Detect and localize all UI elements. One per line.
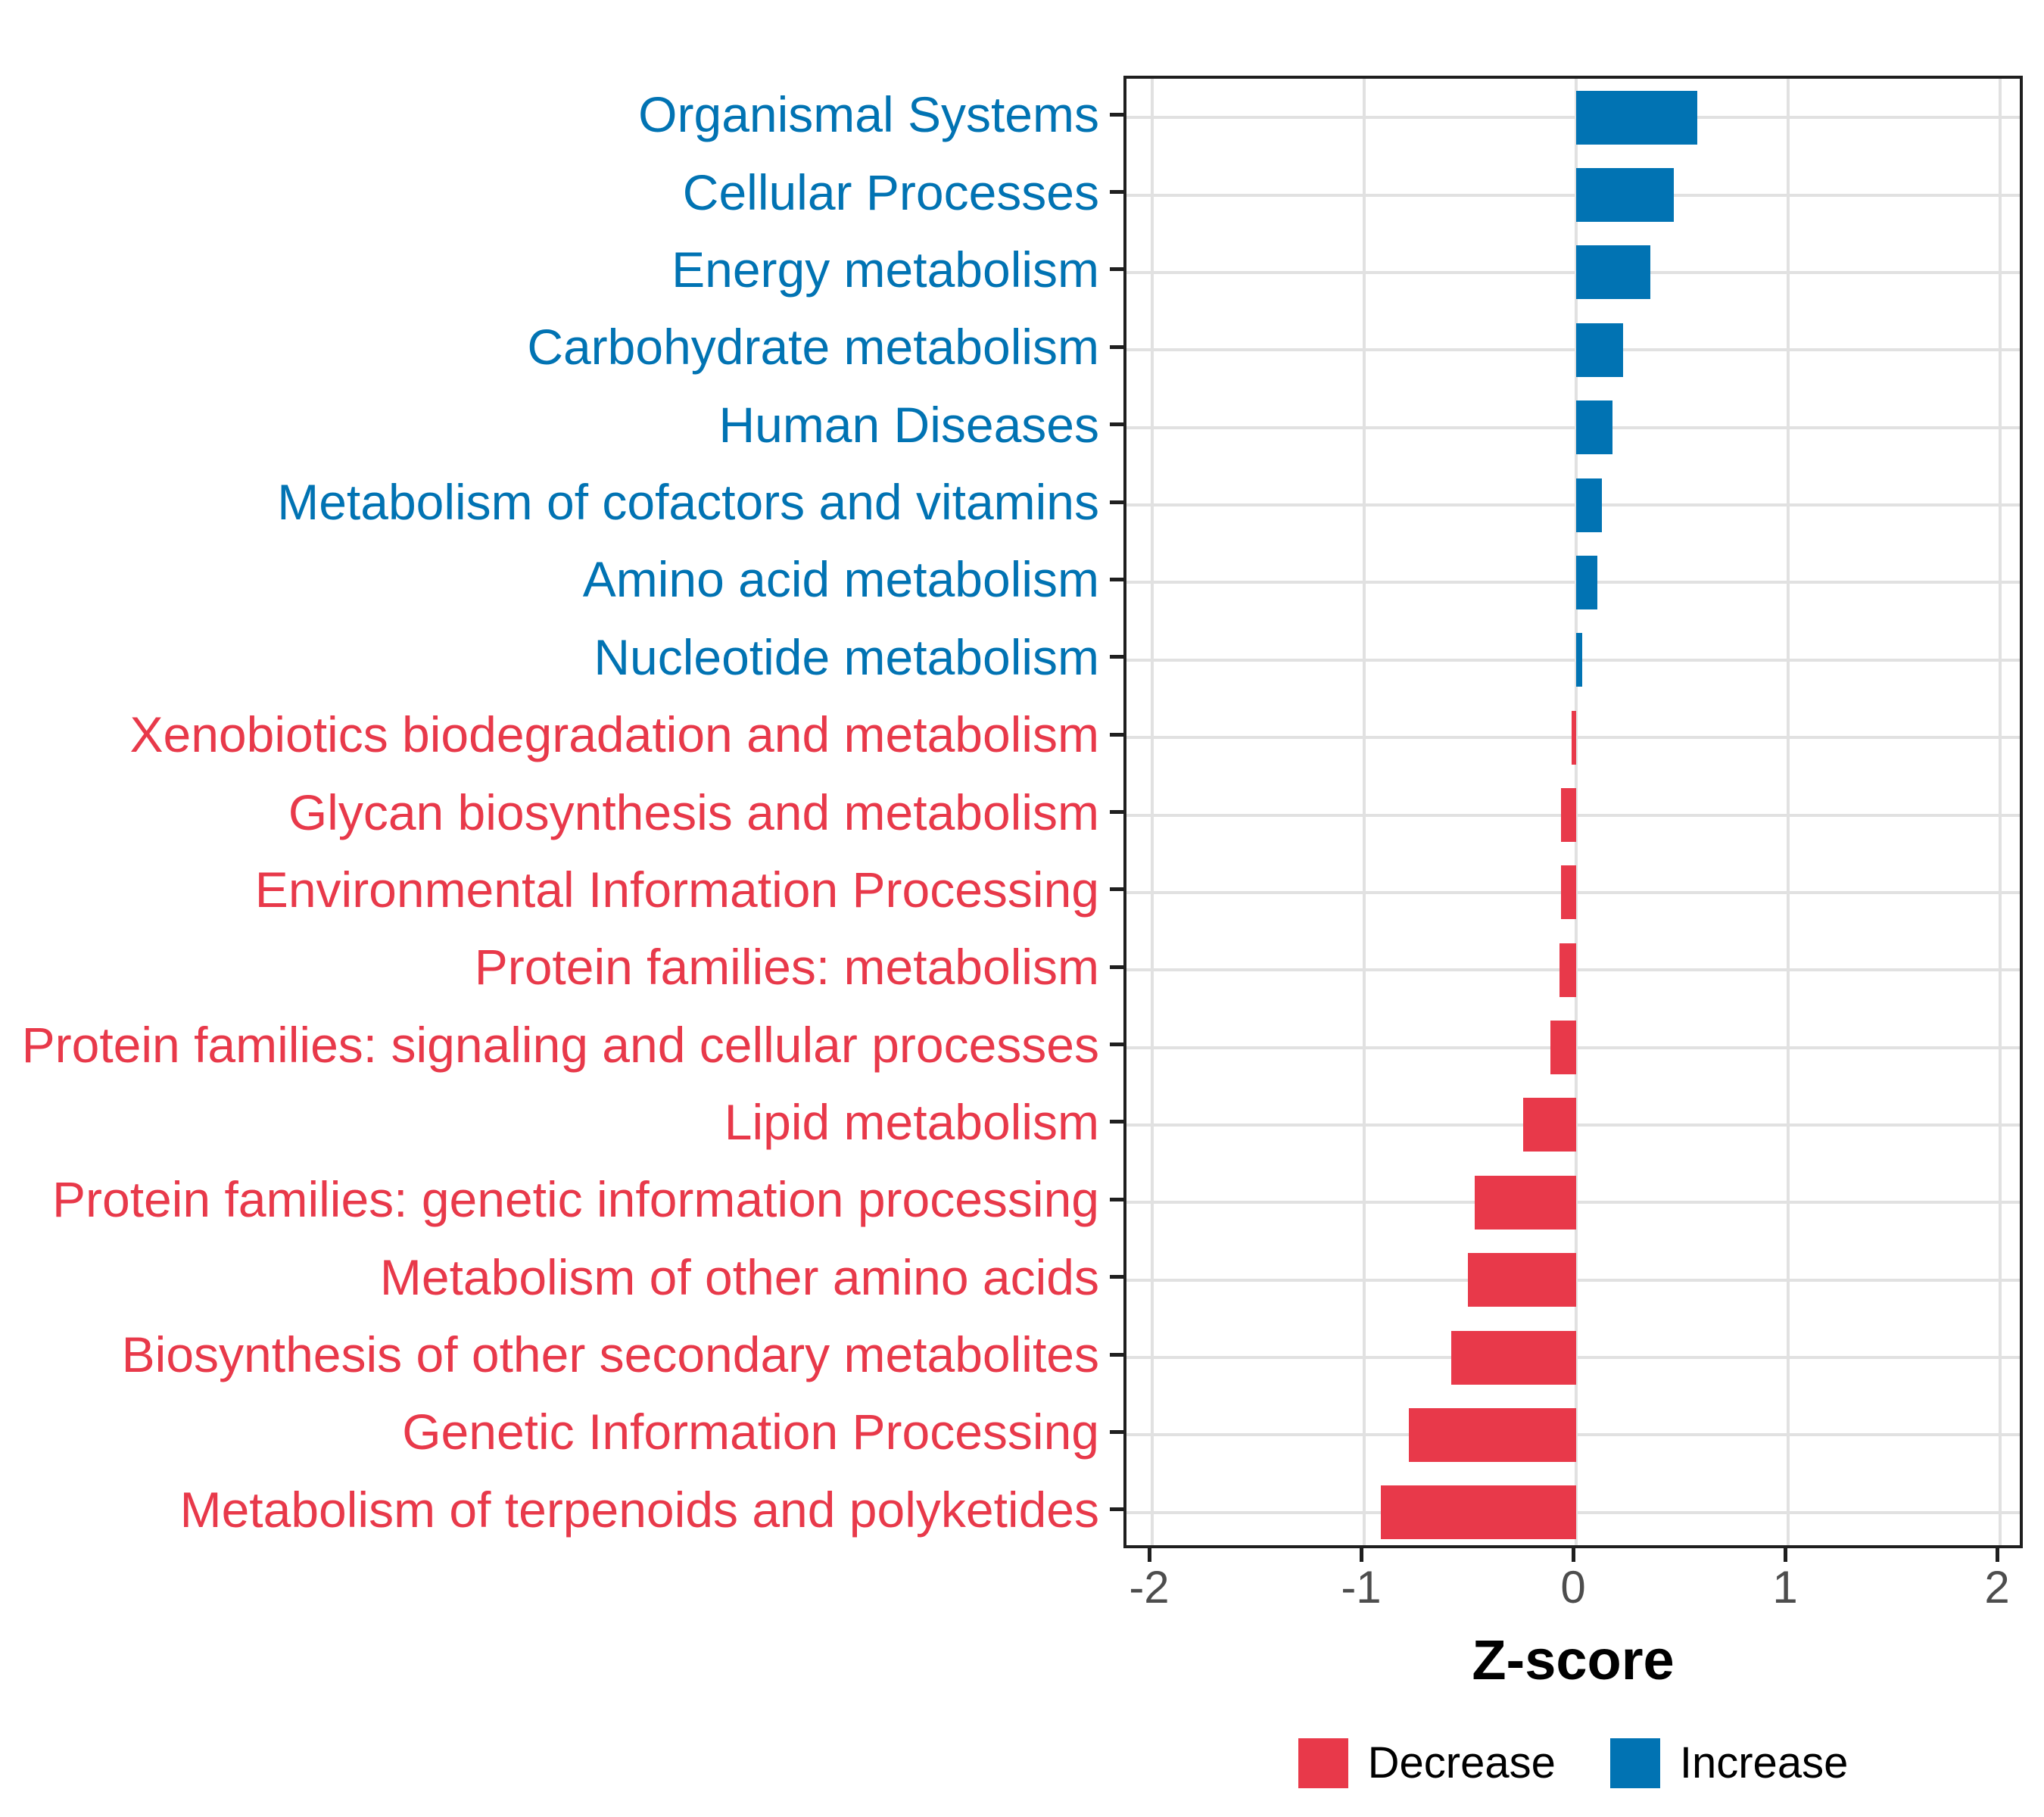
bar: [1474, 1175, 1576, 1230]
y-axis-label: Lipid metabolism: [724, 1093, 1099, 1150]
y-axis-label: Metabolism of other amino acids: [379, 1248, 1099, 1305]
y-axis-tick: [1110, 1275, 1123, 1279]
gridline-vertical: [1999, 79, 2002, 1545]
bar: [1576, 90, 1697, 145]
bar: [1561, 865, 1576, 920]
decrease-swatch-icon: [1298, 1738, 1348, 1788]
gridline-horizontal: [1126, 348, 2020, 352]
x-axis-tick-label: -1: [1341, 1562, 1382, 1613]
gridline-horizontal: [1126, 503, 2020, 507]
legend-label-decrease: Decrease: [1367, 1738, 1556, 1787]
y-axis-tick: [1110, 887, 1123, 892]
y-axis-tick: [1110, 500, 1123, 504]
y-axis-label: Organismal Systems: [638, 86, 1099, 143]
x-axis-tick: [1147, 1548, 1151, 1562]
y-axis-tick: [1110, 655, 1123, 659]
bar: [1576, 555, 1597, 609]
y-axis-tick: [1110, 1429, 1123, 1434]
gridline-vertical: [1787, 79, 1790, 1545]
y-axis-label: Glycan biosynthesis and metabolism: [288, 784, 1099, 840]
y-axis-label: Protein families: signaling and cellular…: [21, 1016, 1099, 1073]
legend-entry-increase: Increase: [1609, 1738, 1849, 1788]
y-axis-tick: [1110, 422, 1123, 427]
x-axis-tick: [1995, 1548, 1999, 1562]
y-axis-label: Metabolism of terpenoids and polyketides: [179, 1481, 1099, 1538]
y-axis-label: Energy metabolism: [671, 241, 1099, 298]
x-axis-tick-label: -2: [1129, 1562, 1170, 1613]
bar: [1408, 1407, 1576, 1462]
plot-panel: [1123, 76, 2023, 1548]
gridline-horizontal: [1126, 270, 2020, 274]
y-axis-label: Protein families: genetic information pr…: [51, 1171, 1099, 1228]
gridline-horizontal: [1126, 581, 2020, 584]
bar: [1559, 943, 1576, 997]
y-axis-label: Carbohydrate metabolism: [527, 319, 1099, 376]
x-axis-tick-label: 1: [1772, 1562, 1798, 1613]
y-axis-label: Human Diseases: [718, 396, 1099, 453]
bar: [1550, 1021, 1576, 1075]
bar: [1561, 788, 1576, 842]
x-axis-tick-label: 0: [1560, 1562, 1586, 1613]
x-axis-tick-label: 2: [1984, 1562, 2010, 1613]
y-axis-label: Xenobiotics biodegradation and metabolis…: [129, 706, 1100, 763]
bar: [1576, 168, 1674, 223]
gridline-horizontal: [1126, 658, 2020, 662]
bar: [1576, 400, 1612, 455]
y-axis-tick: [1110, 965, 1123, 969]
bar: [1576, 323, 1623, 377]
increase-swatch-icon: [1609, 1738, 1660, 1788]
y-axis-tick: [1110, 190, 1123, 195]
y-axis-tick: [1110, 1120, 1123, 1124]
legend-entry-decrease: Decrease: [1298, 1738, 1556, 1788]
y-axis-label: Metabolism of cofactors and vitamins: [277, 474, 1099, 531]
bar: [1572, 710, 1576, 765]
y-axis-tick: [1110, 267, 1123, 272]
bar: [1576, 478, 1602, 532]
y-axis-tick: [1110, 112, 1123, 117]
legend: Decrease Increase: [1123, 1738, 2023, 1788]
x-axis-title: Z-score: [1472, 1628, 1675, 1691]
bar: [1381, 1485, 1576, 1540]
y-axis-label: Amino acid metabolism: [582, 551, 1099, 608]
bar: [1450, 1330, 1576, 1385]
gridline-vertical: [1151, 79, 1154, 1545]
y-axis-tick: [1110, 810, 1123, 814]
y-axis-label: Nucleotide metabolism: [594, 628, 1099, 685]
y-axis-label: Genetic Information Processing: [402, 1404, 1099, 1460]
y-axis-label: Protein families: metabolism: [474, 939, 1099, 996]
y-axis-label: Biosynthesis of other secondary metaboli…: [121, 1326, 1099, 1383]
bar: [1523, 1098, 1576, 1152]
y-axis-tick: [1110, 1507, 1123, 1512]
y-axis-label: Cellular Processes: [682, 164, 1099, 220]
y-axis-tick: [1110, 1197, 1123, 1201]
x-axis-tick: [1359, 1548, 1363, 1562]
y-axis-tick: [1110, 1043, 1123, 1047]
y-axis-tick: [1110, 344, 1123, 349]
bar: [1576, 245, 1650, 300]
y-axis-tick: [1110, 1352, 1123, 1357]
legend-label-increase: Increase: [1679, 1738, 1849, 1787]
y-axis-tick: [1110, 577, 1123, 581]
x-axis-tick: [1783, 1548, 1787, 1562]
gridline-horizontal: [1126, 193, 2020, 197]
bar: [1468, 1253, 1576, 1307]
gridline-horizontal: [1126, 425, 2020, 429]
y-axis-label: Environmental Information Processing: [254, 861, 1099, 918]
gridline-vertical: [1363, 79, 1366, 1545]
gridline-vertical: [1575, 79, 1578, 1545]
x-axis-tick: [1571, 1548, 1575, 1562]
gridline-horizontal: [1126, 116, 2020, 120]
bar: [1576, 633, 1583, 687]
y-axis-tick: [1110, 732, 1123, 737]
